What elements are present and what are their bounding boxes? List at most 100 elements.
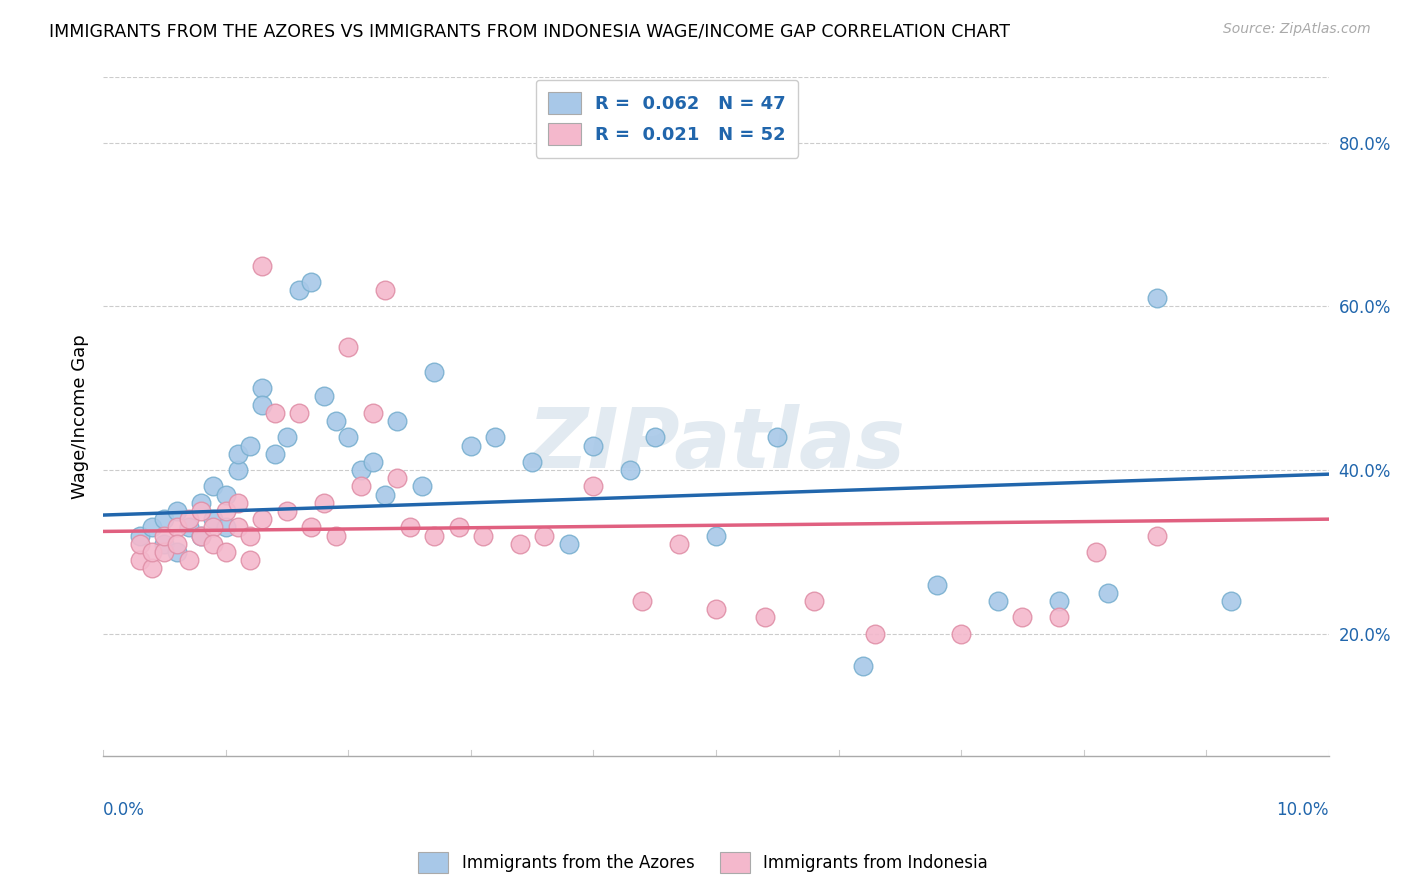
Point bbox=[925, 577, 948, 591]
Point bbox=[202, 479, 225, 493]
Point bbox=[177, 520, 200, 534]
Point bbox=[533, 528, 555, 542]
Point bbox=[141, 520, 163, 534]
Point bbox=[312, 389, 335, 403]
Point bbox=[190, 504, 212, 518]
Point bbox=[1097, 586, 1119, 600]
Point bbox=[301, 275, 323, 289]
Text: Source: ZipAtlas.com: Source: ZipAtlas.com bbox=[1223, 22, 1371, 37]
Point bbox=[374, 283, 396, 297]
Point bbox=[865, 626, 887, 640]
Point bbox=[460, 438, 482, 452]
Point bbox=[411, 479, 433, 493]
Point bbox=[509, 537, 531, 551]
Point bbox=[252, 259, 274, 273]
Point bbox=[190, 528, 212, 542]
Point bbox=[374, 488, 396, 502]
Point bbox=[1146, 528, 1168, 542]
Point bbox=[1047, 610, 1070, 624]
Point bbox=[349, 479, 371, 493]
Point bbox=[252, 512, 274, 526]
Point bbox=[202, 520, 225, 534]
Point bbox=[361, 455, 384, 469]
Point bbox=[252, 381, 274, 395]
Point bbox=[349, 463, 371, 477]
Point bbox=[852, 659, 875, 673]
Point bbox=[177, 512, 200, 526]
Point bbox=[312, 496, 335, 510]
Point bbox=[387, 471, 409, 485]
Point bbox=[153, 512, 176, 526]
Point bbox=[239, 553, 262, 567]
Text: IMMIGRANTS FROM THE AZORES VS IMMIGRANTS FROM INDONESIA WAGE/INCOME GAP CORRELAT: IMMIGRANTS FROM THE AZORES VS IMMIGRANTS… bbox=[49, 22, 1010, 40]
Point bbox=[129, 528, 152, 542]
Point bbox=[226, 496, 249, 510]
Point bbox=[276, 430, 298, 444]
Point bbox=[582, 479, 605, 493]
Point bbox=[950, 626, 973, 640]
Y-axis label: Wage/Income Gap: Wage/Income Gap bbox=[72, 334, 89, 500]
Point bbox=[1084, 545, 1107, 559]
Point bbox=[190, 528, 212, 542]
Point bbox=[987, 594, 1010, 608]
Point bbox=[166, 504, 188, 518]
Text: 10.0%: 10.0% bbox=[1277, 800, 1329, 819]
Point bbox=[582, 438, 605, 452]
Point bbox=[215, 545, 238, 559]
Point bbox=[301, 520, 323, 534]
Point bbox=[325, 414, 347, 428]
Point bbox=[263, 447, 285, 461]
Point bbox=[1146, 291, 1168, 305]
Point bbox=[387, 414, 409, 428]
Point bbox=[631, 594, 654, 608]
Point bbox=[276, 504, 298, 518]
Point bbox=[153, 545, 176, 559]
Point bbox=[215, 488, 238, 502]
Point bbox=[704, 528, 727, 542]
Point bbox=[215, 504, 238, 518]
Point bbox=[288, 283, 311, 297]
Point bbox=[239, 528, 262, 542]
Point bbox=[129, 537, 152, 551]
Point bbox=[263, 406, 285, 420]
Point bbox=[288, 406, 311, 420]
Point bbox=[153, 537, 176, 551]
Point bbox=[447, 520, 470, 534]
Point bbox=[166, 520, 188, 534]
Point bbox=[177, 553, 200, 567]
Point bbox=[644, 430, 666, 444]
Point bbox=[803, 594, 825, 608]
Point bbox=[423, 365, 446, 379]
Legend: R =  0.062   N = 47, R =  0.021   N = 52: R = 0.062 N = 47, R = 0.021 N = 52 bbox=[536, 79, 799, 158]
Point bbox=[202, 537, 225, 551]
Point bbox=[226, 463, 249, 477]
Point bbox=[239, 438, 262, 452]
Point bbox=[558, 537, 581, 551]
Point bbox=[190, 496, 212, 510]
Point bbox=[226, 520, 249, 534]
Point bbox=[337, 340, 360, 354]
Point bbox=[141, 545, 163, 559]
Point bbox=[520, 455, 543, 469]
Point bbox=[252, 398, 274, 412]
Point bbox=[361, 406, 384, 420]
Point bbox=[754, 610, 776, 624]
Point bbox=[1219, 594, 1241, 608]
Text: ZIPatlas: ZIPatlas bbox=[527, 403, 905, 484]
Point bbox=[166, 545, 188, 559]
Point bbox=[668, 537, 690, 551]
Point bbox=[202, 512, 225, 526]
Point bbox=[215, 520, 238, 534]
Text: 0.0%: 0.0% bbox=[103, 800, 145, 819]
Point bbox=[619, 463, 641, 477]
Point bbox=[153, 528, 176, 542]
Point bbox=[337, 430, 360, 444]
Point bbox=[325, 528, 347, 542]
Point bbox=[398, 520, 420, 534]
Point bbox=[484, 430, 506, 444]
Point bbox=[226, 447, 249, 461]
Point bbox=[1047, 594, 1070, 608]
Point bbox=[166, 537, 188, 551]
Point bbox=[141, 561, 163, 575]
Legend: Immigrants from the Azores, Immigrants from Indonesia: Immigrants from the Azores, Immigrants f… bbox=[412, 846, 994, 880]
